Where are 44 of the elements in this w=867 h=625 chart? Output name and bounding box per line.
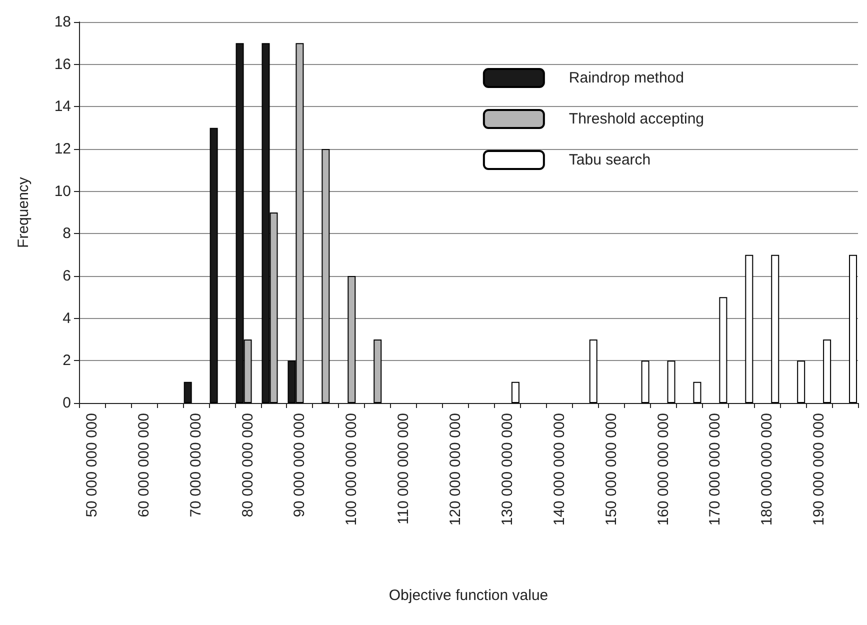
- x-tick-label: 150 000 000 000: [602, 413, 620, 526]
- bar: [589, 340, 598, 403]
- y-tick-label: 2: [62, 352, 71, 370]
- x-tick-label: 140 000 000 000: [550, 413, 568, 526]
- x-tick-label: 170 000 000 000: [706, 413, 724, 526]
- x-tick-label: 190 000 000 000: [810, 413, 828, 526]
- x-tick-label: 70 000 000 000: [187, 413, 204, 518]
- bar: [849, 254, 858, 403]
- bar: [745, 254, 754, 403]
- x-tick-label: 90 000 000 000: [291, 413, 308, 518]
- bar: [348, 276, 356, 403]
- y-tick-label: 10: [54, 182, 71, 200]
- y-tick-label: 6: [62, 268, 71, 284]
- bar: [797, 360, 806, 403]
- x-tick-label: 80 000 000 000: [239, 413, 256, 518]
- y-tick-label: 14: [54, 98, 71, 116]
- x-tick-label: 60 000 000 000: [135, 413, 152, 518]
- bar: [511, 382, 520, 403]
- bar: [641, 360, 650, 403]
- legend-label: Raindrop method: [568, 70, 684, 86]
- bar: [322, 149, 330, 403]
- y-axis-title: Frequency: [15, 176, 32, 248]
- x-tick-label: 180 000 000 000: [758, 413, 776, 526]
- legend-label: Tabu search: [568, 152, 651, 168]
- y-tick-label: 12: [54, 140, 71, 158]
- y-tick-label: 4: [62, 310, 71, 327]
- x-tick-label: 120 000 000 000: [447, 413, 464, 526]
- bar: [823, 340, 832, 403]
- x-tick-label: 100 000 000 000: [343, 413, 360, 526]
- bar: [719, 297, 728, 403]
- x-tick-label: 50 000 000 000: [83, 413, 100, 518]
- y-tick-label: 18: [54, 14, 71, 30]
- x-tick-label: 160 000 000 000: [654, 413, 672, 526]
- bar: [693, 382, 702, 403]
- bar: [667, 360, 676, 403]
- legend-label: Threshold accepting: [568, 110, 704, 128]
- y-tick-label: 0: [62, 394, 71, 412]
- y-tick-label: 16: [54, 56, 71, 73]
- x-tick-label: 130 000 000 000: [498, 413, 516, 526]
- x-axis-title: Objective function value: [388, 587, 548, 604]
- x-tick-label: 110 000 000 000: [395, 413, 412, 524]
- y-tick-label: 8: [62, 225, 71, 242]
- bar: [374, 340, 382, 403]
- bar: [771, 254, 780, 403]
